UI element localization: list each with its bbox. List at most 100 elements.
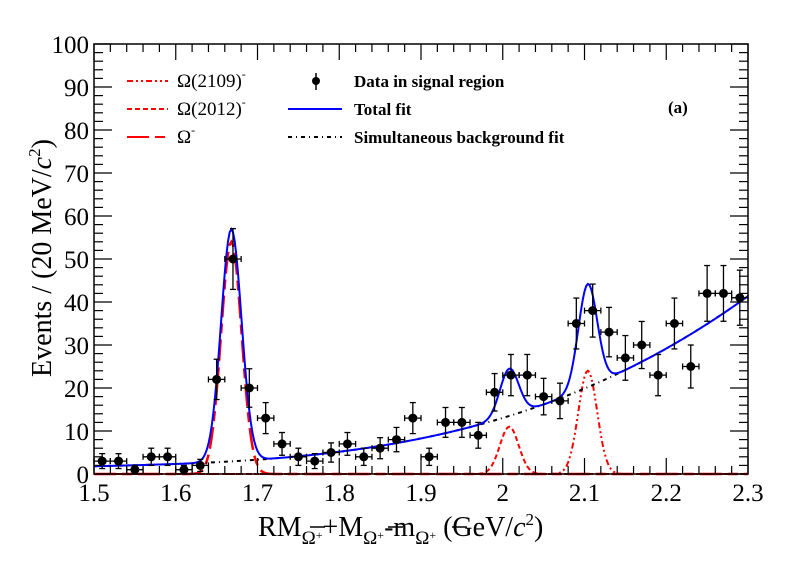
data-marker xyxy=(408,413,418,423)
data-marker xyxy=(244,383,254,393)
data-marker xyxy=(702,288,712,298)
data-points xyxy=(93,227,749,475)
legend-item-data: Data in signal region xyxy=(312,72,505,91)
data-marker xyxy=(375,443,385,453)
data-marker xyxy=(130,465,140,475)
data-point xyxy=(469,421,488,449)
data-point xyxy=(191,458,210,473)
data-point xyxy=(453,406,471,438)
data-point xyxy=(665,297,684,350)
data-marker xyxy=(195,460,205,470)
data-marker xyxy=(669,319,679,328)
total-fit-curve xyxy=(93,227,749,468)
svg-text:Data in signal region: Data in signal region xyxy=(354,72,505,91)
data-point xyxy=(420,447,439,467)
data-marker xyxy=(588,306,598,316)
x-tick-label: 2 xyxy=(497,480,510,507)
data-point xyxy=(551,382,569,420)
background-curve xyxy=(93,295,749,468)
data-marker xyxy=(179,465,189,475)
data-point xyxy=(567,297,586,350)
data-point xyxy=(273,431,291,456)
data-marker xyxy=(359,452,369,462)
data-marker xyxy=(506,370,516,380)
data-point xyxy=(534,377,553,416)
data-point xyxy=(502,353,520,397)
data-marker xyxy=(686,362,696,371)
svg-text:Ω(2012)-: Ω(2012)- xyxy=(177,95,246,120)
data-point xyxy=(322,442,340,463)
data-marker xyxy=(326,448,336,457)
data-point xyxy=(338,431,357,456)
data-point xyxy=(256,401,275,435)
y-tick-label: 50 xyxy=(64,247,89,274)
data-point xyxy=(305,453,324,470)
data-point xyxy=(371,437,389,460)
x-tick-label: 2.3 xyxy=(732,480,763,507)
data-point xyxy=(142,447,161,467)
data-point xyxy=(616,334,635,381)
data-point xyxy=(731,269,749,326)
data-point xyxy=(600,306,618,358)
legend-item-background-fit: Simultaneous background fit xyxy=(288,128,565,147)
data-marker xyxy=(146,452,156,462)
y-tick-label: 90 xyxy=(64,75,89,102)
data-point xyxy=(224,227,242,291)
legend-item-total-fit: Total fit xyxy=(288,100,412,119)
x-axis-title: RMΩ++MΩ+-mΩ+ (GeV/c2) xyxy=(258,510,543,549)
data-point xyxy=(175,464,193,475)
data-marker xyxy=(310,456,320,466)
data-point xyxy=(681,344,700,389)
data-marker xyxy=(522,370,532,380)
data-point xyxy=(485,372,504,412)
y-tick-label: 0 xyxy=(77,462,90,489)
data-marker xyxy=(555,396,565,406)
svg-text:Ω-: Ω- xyxy=(177,123,195,148)
data-point xyxy=(240,368,259,408)
data-marker xyxy=(653,370,663,380)
data-marker xyxy=(293,452,303,462)
data-marker xyxy=(604,327,614,337)
data-marker xyxy=(342,439,352,449)
legend: Ω(2109)- Ω(2012)- Ω- Data in signal regi… xyxy=(127,67,565,148)
data-marker xyxy=(457,417,467,427)
data-marker xyxy=(637,340,647,350)
y-tick-label: 40 xyxy=(64,290,89,317)
data-marker xyxy=(228,254,238,264)
data-marker xyxy=(490,387,500,397)
data-marker xyxy=(391,435,401,445)
y-tick-label: 20 xyxy=(64,376,89,403)
data-marker xyxy=(277,439,287,449)
data-marker xyxy=(620,353,630,363)
data-marker xyxy=(718,288,728,298)
legend-item-omega2109: Ω(2109)- xyxy=(127,67,246,92)
data-point xyxy=(158,447,177,467)
data-point xyxy=(207,358,226,401)
data-marker xyxy=(441,417,451,427)
data-point xyxy=(93,453,111,470)
data-point xyxy=(289,447,308,467)
data-marker xyxy=(97,456,107,466)
data-point xyxy=(583,283,602,338)
y-tick-label: 100 xyxy=(52,32,90,59)
y-axis-title: Events / (20 MeV/c2) xyxy=(25,139,58,377)
data-marker xyxy=(212,374,222,384)
data-point xyxy=(354,447,373,467)
y-tick-label: 80 xyxy=(64,118,89,145)
data-marker xyxy=(261,413,271,423)
svg-text:Simultaneous background fit: Simultaneous background fit xyxy=(354,128,565,147)
data-point xyxy=(632,320,651,370)
panel-label: (a) xyxy=(668,98,688,117)
data-marker xyxy=(571,319,581,328)
fit-curves xyxy=(93,227,749,476)
legend-item-omega2012: Ω(2012)- xyxy=(127,95,246,120)
data-marker xyxy=(163,452,173,462)
data-point xyxy=(649,353,667,397)
x-tick-label: 1.8 xyxy=(324,480,355,507)
svg-text:Ω(2109)-: Ω(2109)- xyxy=(177,67,246,92)
x-tick-label: 1.7 xyxy=(242,480,273,507)
legend-item-omega: Ω- xyxy=(127,123,195,148)
data-point xyxy=(714,264,733,322)
data-point xyxy=(436,406,455,438)
